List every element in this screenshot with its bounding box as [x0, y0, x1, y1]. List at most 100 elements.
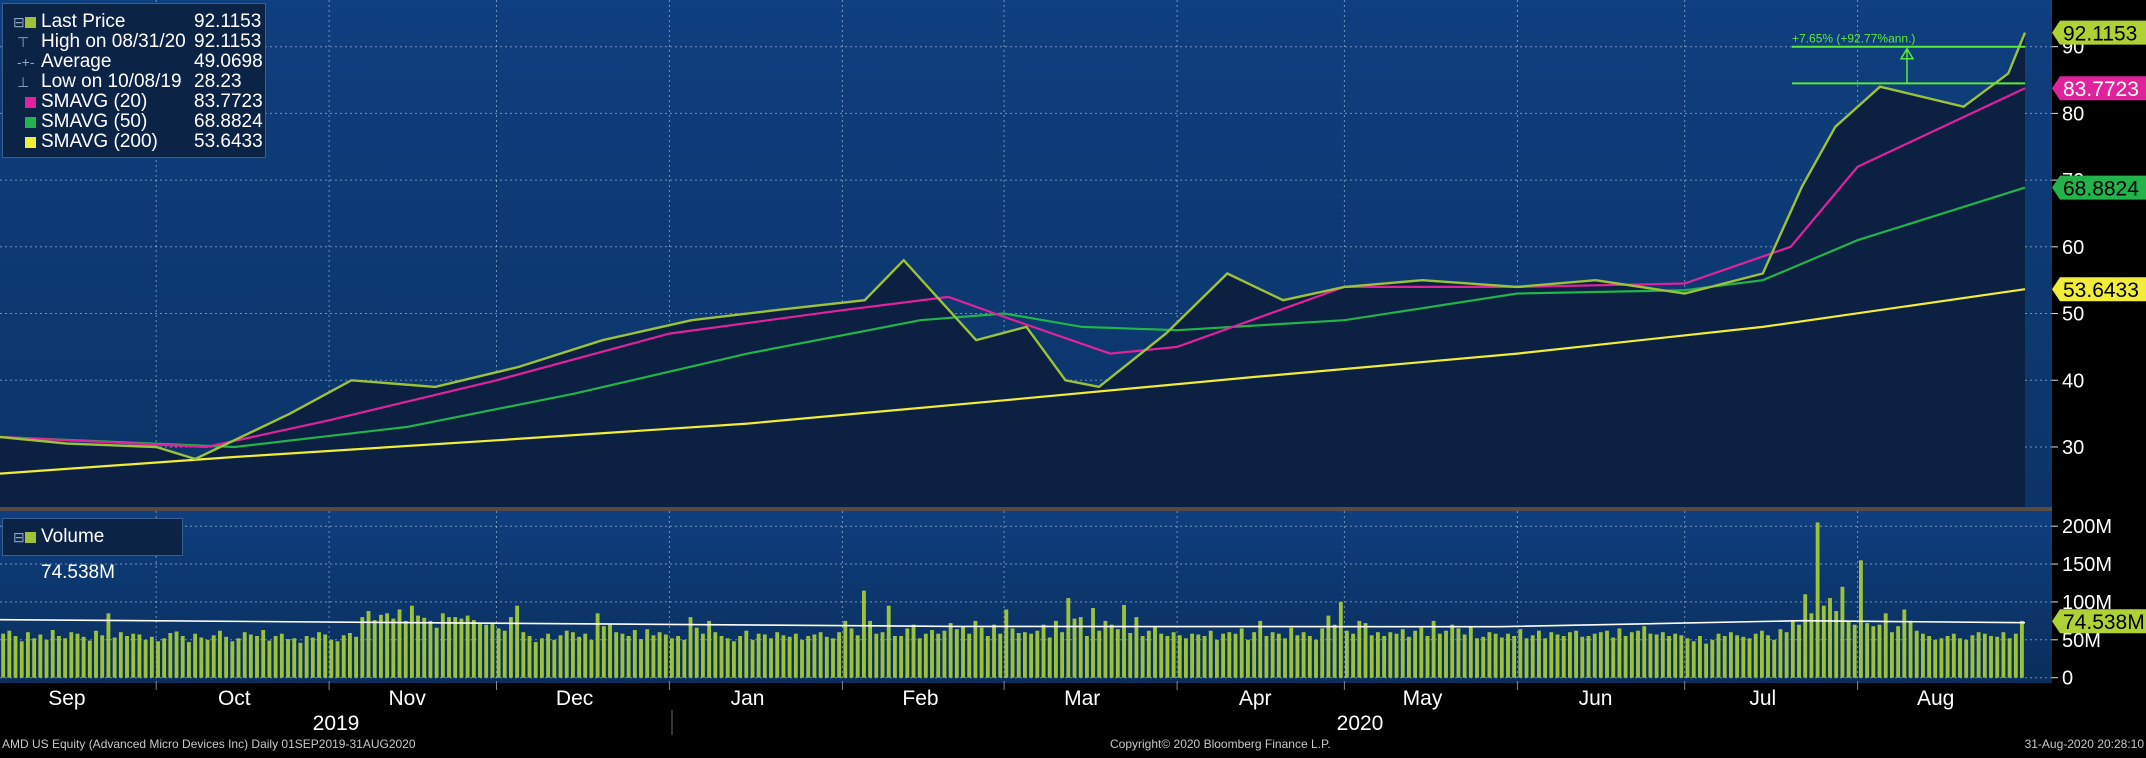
value-tag-label: 68.8824 — [2063, 178, 2139, 201]
volume-bar — [886, 605, 891, 678]
legend-row[interactable]: ⊥ Low on 10/08/19 28.23 — [3, 72, 265, 92]
volume-bar — [1345, 630, 1349, 678]
legend-row[interactable]: ⊤ High on 08/31/20 92.1153 — [3, 32, 265, 52]
volume-bar — [1790, 620, 1795, 678]
volume-bar — [1010, 628, 1015, 678]
volume-bar — [1927, 636, 1932, 678]
volume-bar — [1029, 633, 1034, 678]
volume-bar — [329, 639, 334, 678]
volume-bar — [317, 632, 321, 678]
volume-bar — [1797, 624, 1801, 678]
volume-bar — [1679, 635, 1684, 678]
legend-row[interactable]: SMAVG (50) 68.8824 — [3, 112, 265, 132]
collapse-icon[interactable]: ⊟ — [13, 14, 25, 30]
price-legend[interactable]: ⊟ Last Price 92.1153 ⊤ High on 08/31/20 92.11… — [2, 3, 266, 158]
volume-bar — [577, 636, 582, 678]
volume-bar — [1431, 620, 1436, 678]
volume-bar — [1660, 632, 1665, 678]
volume-bar — [1270, 632, 1275, 678]
volume-bar — [614, 632, 619, 678]
percent-change-annotation[interactable]: +7.65% (+92.77%ann.) — [1792, 32, 2025, 85]
volume-bar — [899, 636, 904, 678]
volume-bar — [13, 636, 18, 678]
legend-row[interactable]: ⊟ Last Price 92.1153 — [3, 12, 265, 32]
volume-bar — [1914, 630, 1919, 678]
volume-bar — [118, 632, 123, 678]
volume-bar — [1109, 624, 1114, 678]
legend-row[interactable]: -+- Average 49.0698 — [3, 52, 265, 72]
volume-bar — [923, 633, 928, 678]
volume-bar — [156, 641, 160, 678]
volume-bar — [447, 617, 451, 678]
volume-bar — [1357, 620, 1362, 678]
value-tag-label: 53.6433 — [2063, 279, 2139, 302]
price-y-tick-label: 30 — [2062, 437, 2084, 459]
volume-bar — [484, 624, 489, 678]
volume-bar — [1221, 633, 1226, 678]
volume-bar — [1035, 630, 1040, 678]
volume-bar — [1066, 598, 1071, 678]
volume-bar — [948, 623, 953, 678]
volume-value-tag — [2052, 609, 2146, 634]
volume-bar — [843, 620, 848, 678]
low-marker-icon: ⊥ — [17, 74, 30, 90]
volume-bar — [1363, 623, 1368, 678]
volume-bar — [1741, 636, 1746, 678]
panel-divider[interactable] — [0, 507, 2146, 511]
volume-bar — [657, 632, 662, 678]
volume-bar — [471, 620, 476, 678]
volume-legend[interactable]: ⊟ Volume 74.538M — [2, 518, 183, 583]
volume-bar — [1933, 639, 1938, 678]
volume-bar — [1153, 626, 1157, 678]
volume-bar — [1747, 638, 1752, 678]
volume-bar — [199, 637, 204, 678]
x-month-label: Jul — [1749, 687, 1776, 710]
legend-row[interactable]: SMAVG (200) 53.6433 — [3, 132, 265, 152]
volume-bar — [1642, 626, 1647, 678]
volume-bar — [1462, 634, 1467, 678]
volume-bar — [1456, 628, 1461, 678]
volume-bar — [1177, 635, 1182, 678]
volume-bar — [1115, 629, 1120, 678]
volume-bar — [261, 630, 266, 678]
volume-bar — [1400, 629, 1405, 678]
volume-bar — [676, 636, 681, 678]
volume-bar — [1691, 641, 1696, 678]
volume-bar — [1122, 605, 1126, 678]
volume-bar — [354, 636, 359, 678]
volume-bar — [1388, 632, 1393, 678]
volume-bar — [639, 639, 643, 678]
collapse-icon[interactable]: ⊟ — [13, 529, 25, 545]
volume-bar — [459, 618, 464, 678]
volume-bar — [416, 615, 420, 678]
volume-bar — [496, 628, 501, 678]
volume-bar — [756, 633, 761, 678]
legend-label: SMAVG (50) — [41, 111, 148, 132]
volume-bar — [360, 617, 365, 678]
volume-bar — [1555, 634, 1560, 678]
x-year-label: 2019 — [313, 712, 360, 735]
volume-bar — [645, 629, 650, 678]
price-y-tick-label: 40 — [2062, 370, 2084, 392]
volume-bar — [440, 613, 445, 678]
volume-bar — [992, 624, 996, 678]
volume-bar — [341, 635, 346, 678]
volume-bar — [2013, 633, 2018, 678]
volume-bar — [1493, 633, 1498, 678]
volume-bar — [1326, 615, 1331, 678]
volume-bar — [1351, 633, 1356, 678]
volume-bar — [812, 634, 817, 678]
volume-bar — [719, 636, 724, 678]
legend-row[interactable]: SMAVG (20) 83.7723 — [3, 92, 265, 112]
legend-value: 28.23 — [194, 71, 242, 92]
x-month-label: Sep — [48, 687, 85, 710]
volume-bar — [670, 638, 674, 678]
sma50-line — [0, 186, 2026, 449]
volume-bar — [1512, 636, 1517, 678]
volume-bar — [1970, 635, 1975, 678]
volume-bar — [230, 641, 235, 678]
volume-y-axis: 0 50M 100M 150M 200M — [2052, 516, 2112, 690]
volume-bar — [304, 636, 309, 678]
price-y-tick-label: 80 — [2062, 103, 2084, 125]
volume-bar — [348, 633, 352, 678]
